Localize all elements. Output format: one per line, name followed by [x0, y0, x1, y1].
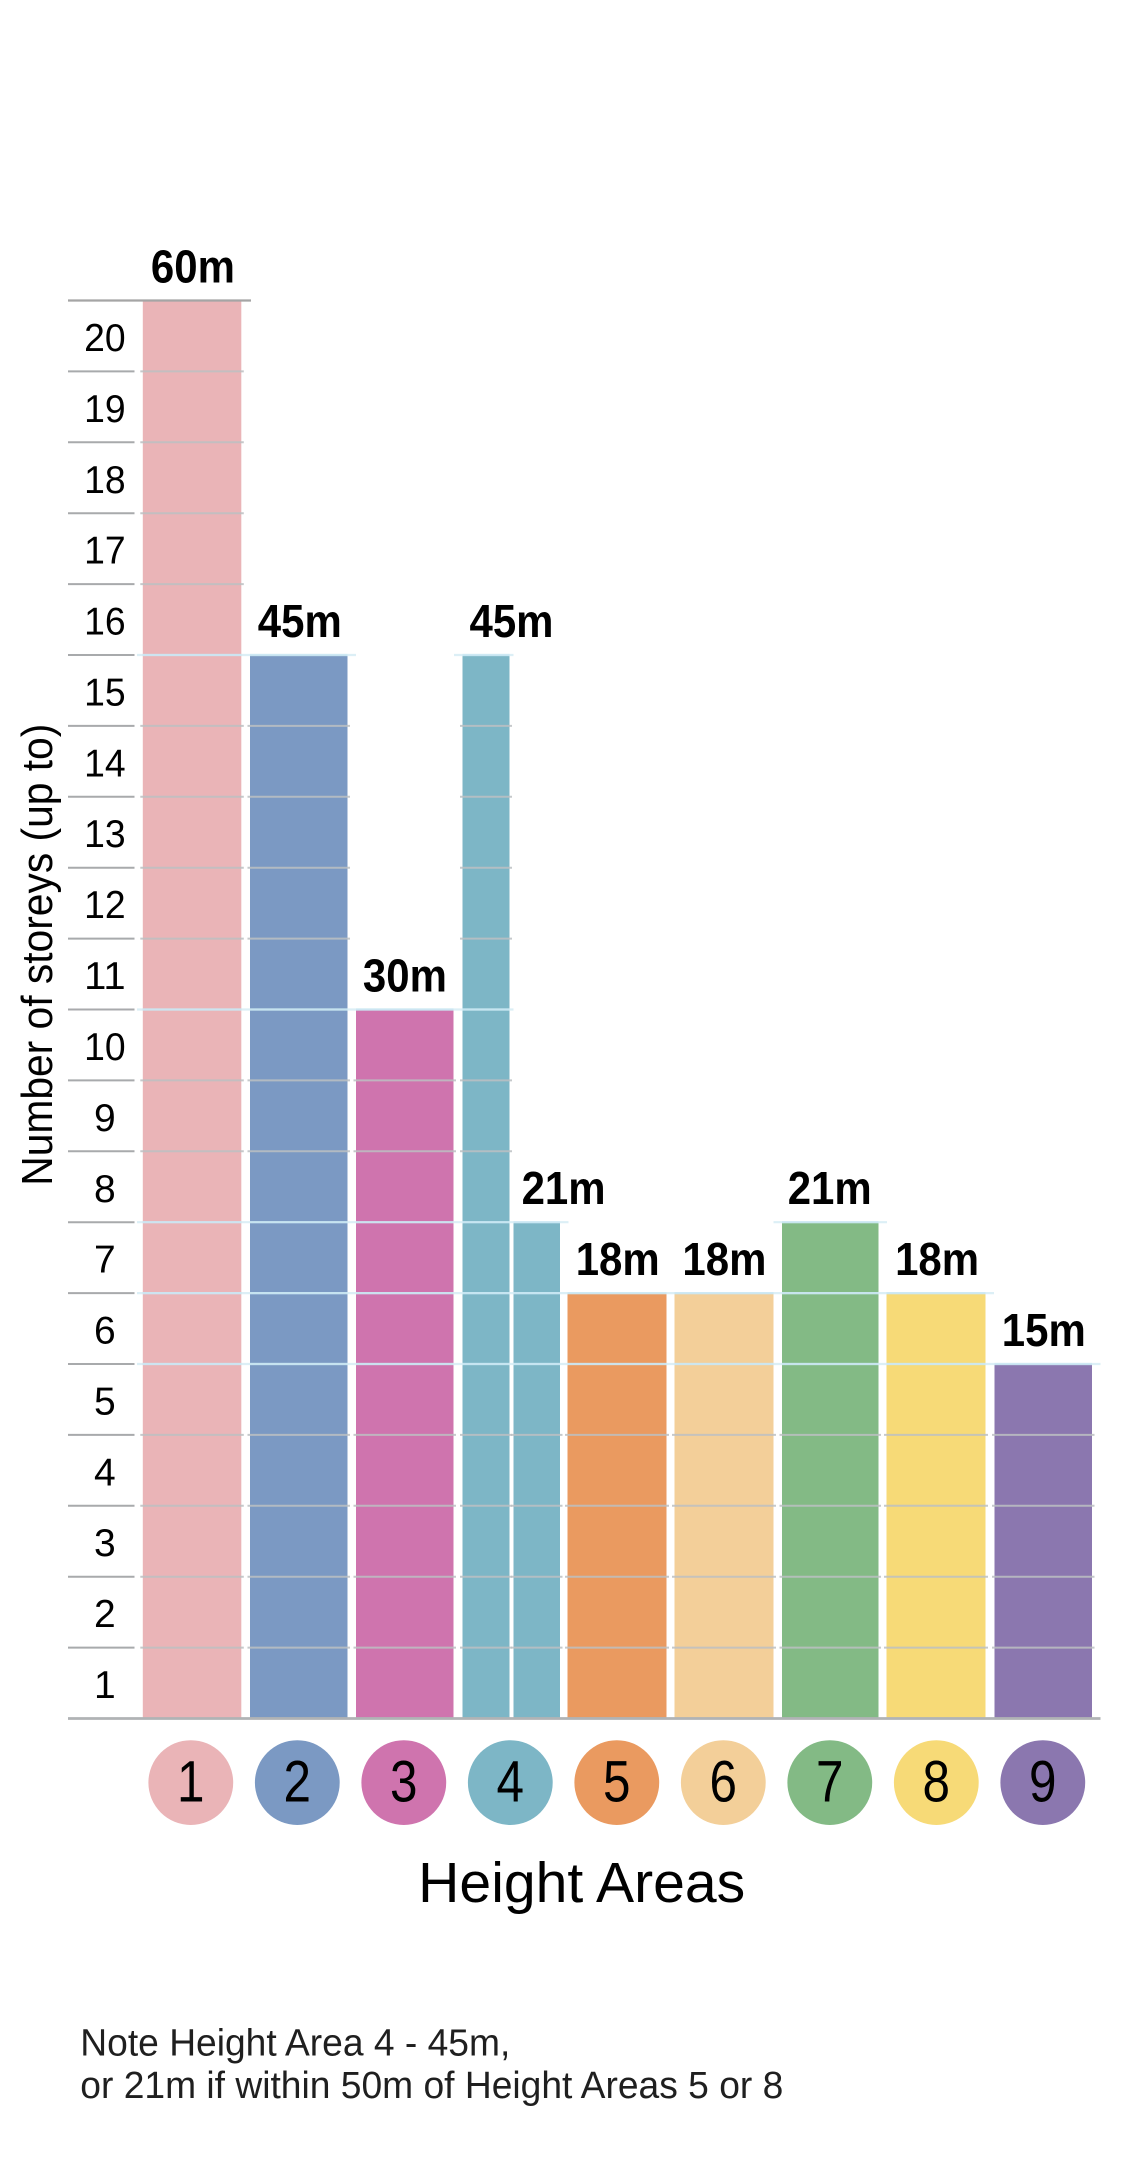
svg-text:11: 11: [84, 955, 126, 998]
svg-text:4: 4: [94, 1451, 116, 1494]
svg-text:60m: 60m: [151, 241, 235, 293]
svg-text:21m: 21m: [522, 1162, 606, 1214]
svg-text:or 21m if within 50m of Height: or 21m if within 50m of Height Areas 5 o…: [80, 2065, 783, 2107]
svg-text:8: 8: [923, 1750, 951, 1815]
svg-text:Number of storeys (up to): Number of storeys (up to): [13, 724, 62, 1186]
svg-text:15: 15: [84, 671, 126, 714]
svg-text:2: 2: [94, 1593, 116, 1636]
svg-text:16: 16: [84, 601, 126, 644]
svg-text:17: 17: [84, 530, 126, 573]
svg-text:5: 5: [94, 1381, 116, 1424]
svg-text:1: 1: [94, 1664, 116, 1707]
svg-text:14: 14: [84, 742, 126, 785]
svg-text:Height Areas: Height Areas: [418, 1851, 745, 1914]
svg-text:45m: 45m: [470, 595, 554, 647]
svg-text:6: 6: [94, 1310, 116, 1353]
svg-text:9: 9: [1029, 1750, 1057, 1815]
svg-text:7: 7: [816, 1750, 844, 1815]
svg-text:3: 3: [94, 1522, 116, 1565]
svg-text:20: 20: [84, 317, 126, 360]
svg-text:3: 3: [390, 1750, 418, 1815]
svg-text:10: 10: [84, 1026, 126, 1069]
svg-text:18: 18: [84, 459, 126, 502]
svg-text:12: 12: [84, 884, 126, 927]
svg-text:19: 19: [84, 388, 126, 431]
svg-text:5: 5: [603, 1750, 631, 1815]
svg-text:7: 7: [94, 1239, 116, 1282]
svg-text:Note Height Area 4 - 45m,: Note Height Area 4 - 45m,: [80, 2022, 510, 2064]
svg-text:8: 8: [94, 1168, 116, 1211]
svg-text:4: 4: [497, 1750, 525, 1815]
svg-text:9: 9: [94, 1097, 116, 1140]
svg-text:15m: 15m: [1002, 1304, 1086, 1356]
svg-text:18m: 18m: [895, 1233, 979, 1285]
svg-text:21m: 21m: [788, 1162, 872, 1214]
svg-text:18m: 18m: [682, 1233, 766, 1285]
svg-text:2: 2: [284, 1750, 312, 1815]
svg-text:18m: 18m: [576, 1233, 660, 1285]
svg-text:30m: 30m: [363, 950, 447, 1002]
svg-text:1: 1: [177, 1750, 205, 1815]
svg-text:6: 6: [710, 1750, 738, 1815]
svg-text:45m: 45m: [258, 595, 342, 647]
svg-text:13: 13: [84, 813, 126, 856]
